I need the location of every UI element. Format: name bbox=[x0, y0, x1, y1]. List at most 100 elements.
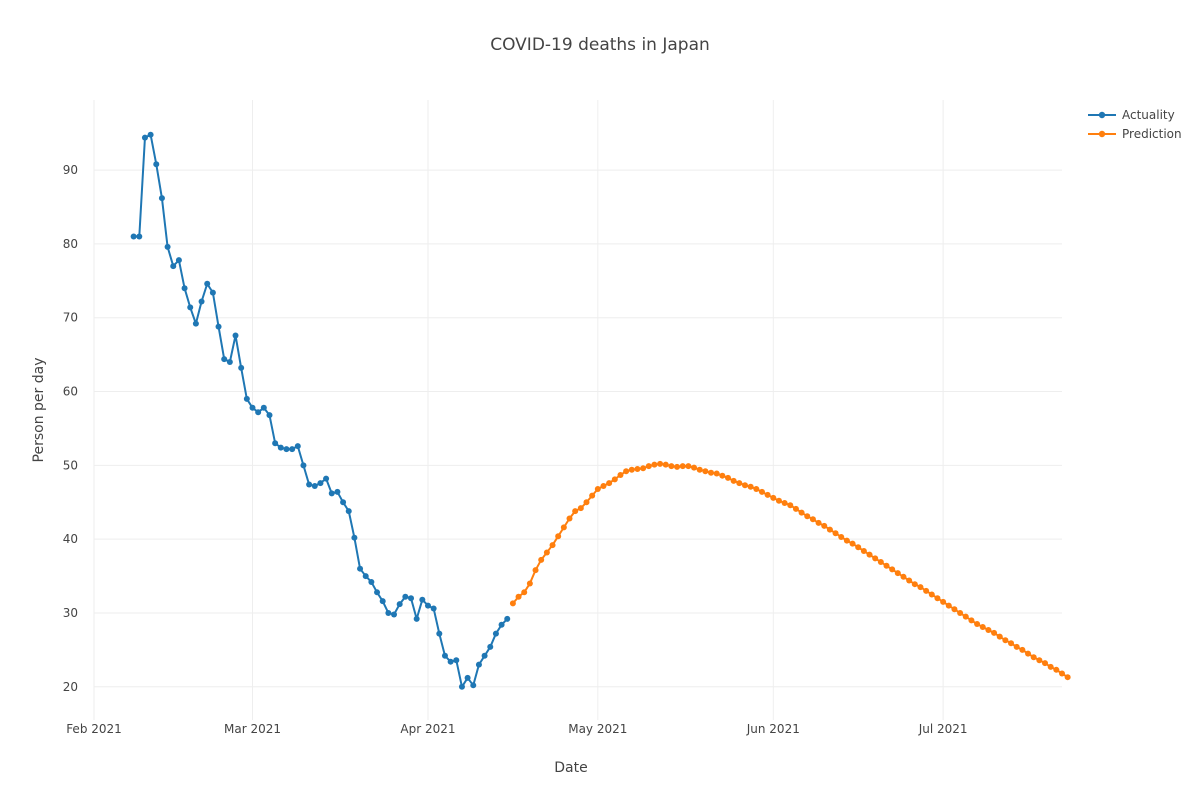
data-point-prediction bbox=[1042, 660, 1049, 667]
data-point-prediction bbox=[787, 502, 794, 509]
data-point-prediction bbox=[957, 609, 964, 616]
data-point-prediction bbox=[1059, 670, 1065, 677]
legend-label-prediction: Prediction bbox=[1122, 127, 1182, 141]
data-point-prediction bbox=[889, 566, 896, 573]
data-point-prediction bbox=[1053, 666, 1060, 673]
data-point-prediction bbox=[940, 598, 947, 605]
plot-area bbox=[130, 131, 1071, 690]
data-point-actuality bbox=[379, 598, 386, 605]
data-point-prediction bbox=[725, 474, 732, 481]
data-point-actuality bbox=[226, 359, 233, 366]
legend-item-actuality[interactable]: Actuality bbox=[1088, 108, 1175, 122]
data-point-actuality bbox=[306, 481, 313, 488]
data-point-actuality bbox=[487, 643, 494, 650]
data-point-prediction bbox=[509, 600, 516, 607]
data-point-actuality bbox=[408, 595, 415, 602]
data-point-actuality bbox=[209, 289, 216, 296]
legend: Actuality Prediction bbox=[1088, 108, 1182, 141]
data-point-prediction bbox=[821, 522, 828, 529]
data-point-actuality bbox=[266, 412, 273, 419]
data-point-prediction bbox=[691, 464, 698, 471]
y-tick-label: 20 bbox=[63, 680, 78, 694]
data-point-prediction bbox=[872, 555, 879, 562]
x-tick-label: May 2021 bbox=[568, 722, 627, 736]
y-tick-label: 90 bbox=[63, 163, 78, 177]
data-point-prediction bbox=[1013, 643, 1020, 650]
data-point-prediction bbox=[849, 540, 856, 547]
y-tick-label: 60 bbox=[63, 385, 78, 399]
data-point-prediction bbox=[651, 461, 658, 468]
data-point-actuality bbox=[470, 682, 477, 689]
data-point-actuality bbox=[396, 601, 403, 608]
data-point-prediction bbox=[1025, 650, 1032, 657]
data-point-prediction bbox=[1019, 646, 1026, 653]
data-point-actuality bbox=[323, 475, 330, 482]
data-point-prediction bbox=[945, 602, 952, 609]
data-point-prediction bbox=[906, 577, 913, 584]
data-point-prediction bbox=[589, 492, 596, 499]
axes: Feb 2021 Mar 2021 Apr 2021 May 2021 Jun 2021… bbox=[63, 163, 968, 736]
data-point-prediction bbox=[883, 562, 890, 569]
data-point-actuality bbox=[277, 444, 284, 451]
data-point-actuality bbox=[204, 280, 211, 287]
data-point-actuality bbox=[498, 621, 505, 628]
data-point-actuality bbox=[374, 589, 381, 596]
data-point-prediction bbox=[577, 505, 584, 512]
data-point-actuality bbox=[458, 683, 465, 690]
data-point-prediction bbox=[679, 463, 686, 470]
data-point-prediction bbox=[764, 491, 771, 498]
data-point-prediction bbox=[1036, 657, 1043, 664]
data-point-actuality bbox=[453, 657, 460, 664]
data-point-prediction bbox=[804, 513, 811, 520]
data-point-prediction bbox=[532, 567, 539, 574]
legend-item-prediction[interactable]: Prediction bbox=[1088, 127, 1182, 141]
y-tick-label: 40 bbox=[63, 532, 78, 546]
data-point-prediction bbox=[962, 613, 969, 620]
data-point-prediction bbox=[617, 471, 624, 478]
data-point-actuality bbox=[158, 195, 165, 202]
data-point-prediction bbox=[515, 593, 522, 600]
data-point-prediction bbox=[809, 516, 816, 523]
data-point-actuality bbox=[243, 395, 250, 402]
data-point-actuality bbox=[464, 674, 471, 681]
data-point-actuality bbox=[198, 298, 205, 305]
data-point-actuality bbox=[141, 134, 148, 141]
data-point-prediction bbox=[674, 463, 681, 470]
data-point-prediction bbox=[628, 466, 635, 473]
data-point-prediction bbox=[594, 485, 601, 492]
data-point-actuality bbox=[249, 404, 256, 411]
chart-title: COVID-19 deaths in Japan bbox=[490, 35, 710, 55]
data-point-prediction bbox=[611, 476, 618, 483]
data-point-actuality bbox=[187, 304, 194, 311]
data-point-prediction bbox=[923, 587, 930, 594]
series-line-actuality bbox=[133, 133, 508, 688]
data-point-prediction bbox=[538, 556, 545, 563]
data-point-actuality bbox=[328, 490, 335, 497]
data-point-actuality bbox=[424, 602, 431, 609]
data-point-actuality bbox=[317, 480, 324, 487]
legend-marker-prediction bbox=[1098, 130, 1106, 138]
data-point-prediction bbox=[708, 469, 715, 476]
data-point-actuality bbox=[175, 257, 182, 264]
data-point-actuality bbox=[504, 615, 511, 622]
data-point-prediction bbox=[838, 533, 845, 540]
legend-marker-actuality bbox=[1098, 111, 1106, 119]
grid bbox=[93, 100, 1062, 720]
data-point-actuality bbox=[334, 488, 341, 495]
data-point-prediction bbox=[900, 573, 907, 580]
data-point-actuality bbox=[136, 233, 143, 240]
data-point-prediction bbox=[1047, 663, 1054, 670]
data-point-actuality bbox=[232, 332, 239, 339]
data-point-prediction bbox=[815, 519, 822, 526]
data-point-prediction bbox=[634, 466, 641, 473]
data-point-prediction bbox=[1030, 654, 1037, 661]
data-point-actuality bbox=[441, 652, 448, 659]
y-tick-label: 80 bbox=[63, 237, 78, 251]
data-point-actuality bbox=[357, 565, 364, 572]
data-point-prediction bbox=[640, 465, 647, 472]
data-point-prediction bbox=[583, 499, 590, 506]
data-point-actuality bbox=[170, 263, 177, 270]
data-point-prediction bbox=[792, 505, 799, 512]
data-point-actuality bbox=[351, 534, 358, 541]
data-point-actuality bbox=[283, 446, 290, 453]
